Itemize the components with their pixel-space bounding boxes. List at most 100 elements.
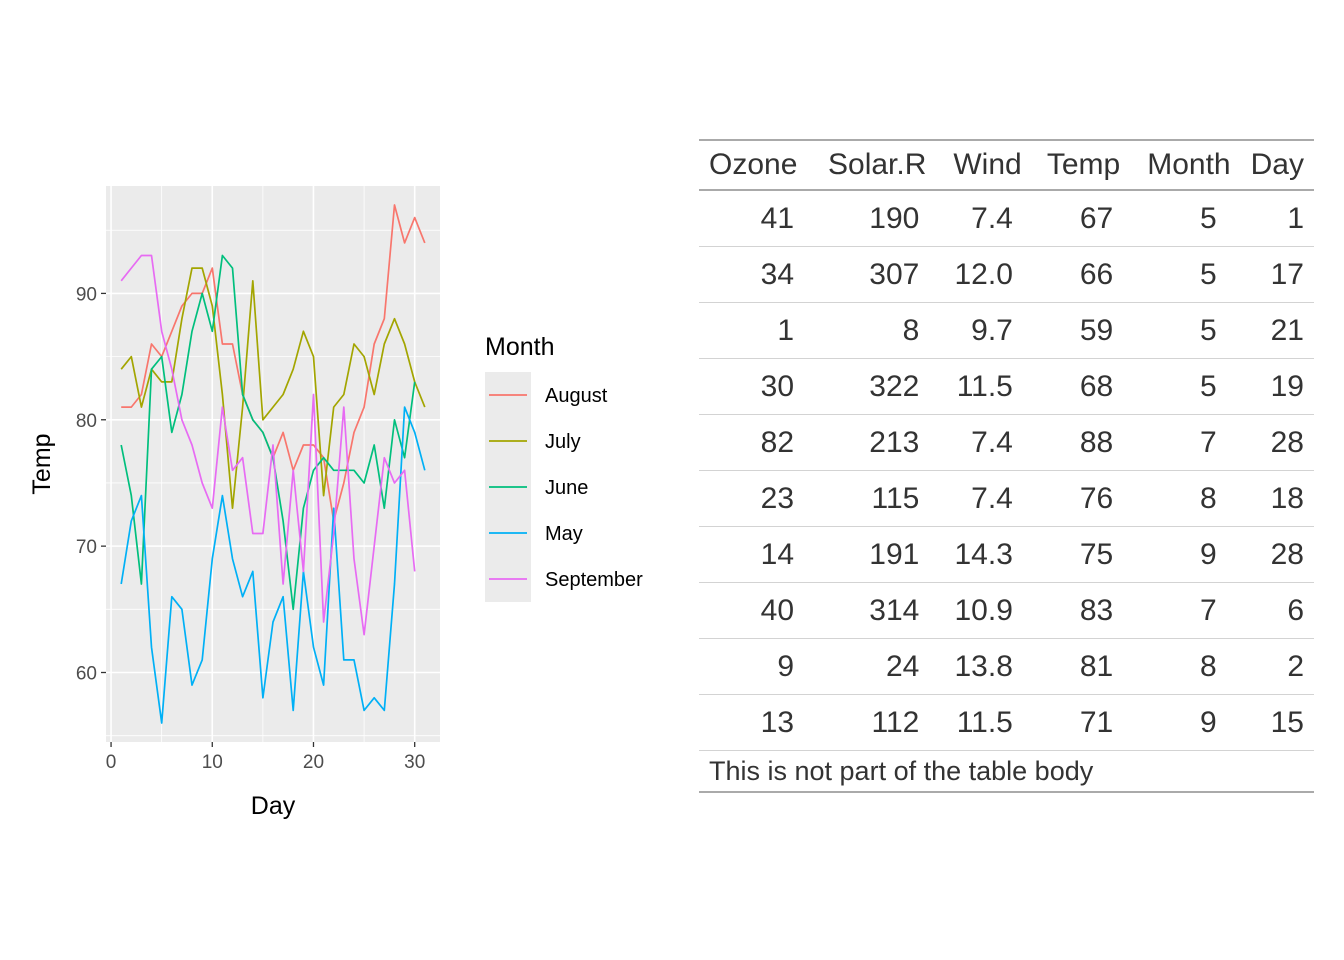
x-tick-label: 10 (202, 752, 223, 773)
table-cell: 5 (1127, 302, 1231, 359)
table-cell: 7.4 (933, 470, 1027, 527)
y-tick-label: 70 (76, 537, 97, 558)
table-cell: 66 (1026, 246, 1128, 303)
column-header: Ozone (699, 139, 809, 191)
table-cell: 71 (1026, 694, 1128, 751)
table-cell: 59 (1026, 302, 1128, 359)
table-cell: 10.9 (933, 582, 1027, 639)
legend-label: June (545, 477, 588, 499)
legend-label: July (545, 431, 581, 453)
y-tick-label: 90 (76, 284, 97, 305)
x-axis-title: Day (251, 792, 296, 820)
table-cell: 67 (1026, 190, 1128, 247)
column-header: Day (1230, 139, 1314, 191)
table-cell: 88 (1026, 414, 1128, 471)
table-cell: 7 (1127, 582, 1231, 639)
table-cell: 7 (1127, 414, 1231, 471)
table-cell: 5 (1127, 190, 1231, 247)
table-cell: 12.0 (933, 246, 1027, 303)
table-row: 1 8 9.7 59 5 21 (699, 302, 1314, 359)
series-line-july (120, 267, 426, 510)
data-table: Ozone Solar.R Wind Temp Month Day 41 190 7… (699, 139, 1314, 793)
legend-title: Month (485, 333, 554, 361)
y-tick-label: 80 (76, 411, 97, 432)
table-row: 34 307 12.0 66 5 17 (699, 246, 1314, 303)
table-cell: 112 (808, 694, 934, 751)
table-cell: 314 (808, 582, 934, 639)
x-tick-label: 30 (404, 752, 425, 773)
table-header-row: Ozone Solar.R Wind Temp Month Day (699, 139, 1314, 191)
legend-label: September (545, 569, 643, 591)
column-header: Temp (1026, 139, 1128, 191)
table-cell: 28 (1230, 526, 1314, 583)
table-cell: 213 (808, 414, 934, 471)
table-cell: 9 (1127, 694, 1231, 751)
table-cell: 2 (1230, 638, 1314, 695)
table-row: 41 190 7.4 67 5 1 (699, 190, 1314, 247)
table-cell: 5 (1127, 358, 1231, 415)
table-cell: 81 (1026, 638, 1128, 695)
table-row: 23 115 7.4 76 8 18 (699, 470, 1314, 527)
table-row: 9 24 13.8 81 8 2 (699, 638, 1314, 695)
table-cell: 307 (808, 246, 934, 303)
table-cell: 13 (699, 694, 809, 751)
table-cell: 82 (699, 414, 809, 471)
table-cell: 28 (1230, 414, 1314, 471)
table-cell: 30 (699, 358, 809, 415)
table-cell: 14.3 (933, 526, 1027, 583)
table-footnote: This is not part of the table body (699, 750, 1314, 793)
table-cell: 1 (1230, 190, 1314, 247)
table-cell: 23 (699, 470, 809, 527)
table-cell: 7.4 (933, 190, 1027, 247)
legend-label: August (545, 385, 608, 407)
table-row: 14 191 14.3 75 9 28 (699, 526, 1314, 583)
table-cell: 322 (808, 358, 934, 415)
column-header: Month (1127, 139, 1231, 191)
x-tick-label: 20 (303, 752, 324, 773)
table-cell: 68 (1026, 358, 1128, 415)
column-header: Solar.R (808, 139, 934, 191)
table-cell: 1 (699, 302, 809, 359)
table-cell: 7.4 (933, 414, 1027, 471)
table-cell: 34 (699, 246, 809, 303)
table-cell: 75 (1026, 526, 1128, 583)
table-row: 30 322 11.5 68 5 19 (699, 358, 1314, 415)
table-cell: 17 (1230, 246, 1314, 303)
table-cell: 11.5 (933, 694, 1027, 751)
table-cell: 8 (808, 302, 934, 359)
table-cell: 15 (1230, 694, 1314, 751)
table-footnote-row: This is not part of the table body (699, 750, 1314, 793)
series-line-september (120, 254, 416, 636)
table-cell: 21 (1230, 302, 1314, 359)
table-cell: 115 (808, 470, 934, 527)
table-cell: 191 (808, 526, 934, 583)
table-row: 13 112 11.5 71 9 15 (699, 694, 1314, 751)
table-cell: 8 (1127, 638, 1231, 695)
table-cell: 6 (1230, 582, 1314, 639)
table-row: 82 213 7.4 88 7 28 (699, 414, 1314, 471)
table-cell: 190 (808, 190, 934, 247)
table-cell: 9 (699, 638, 809, 695)
table-cell: 5 (1127, 246, 1231, 303)
table-cell: 8 (1127, 470, 1231, 527)
table-cell: 9 (1127, 526, 1231, 583)
series-line-may (120, 406, 426, 724)
legend-label: May (545, 523, 583, 545)
table-cell: 14 (699, 526, 809, 583)
x-tick-label: 0 (106, 752, 117, 773)
table-cell: 18 (1230, 470, 1314, 527)
series-line-june (120, 254, 416, 611)
table-cell: 41 (699, 190, 809, 247)
table-cell: 40 (699, 582, 809, 639)
table-cell: 83 (1026, 582, 1128, 639)
table-cell: 13.8 (933, 638, 1027, 695)
y-tick-label: 60 (76, 664, 97, 685)
table-cell: 24 (808, 638, 934, 695)
table-body: 41 190 7.4 67 5 1 34 307 12.0 66 5 17 1 8 9.7 59 5 21 30 32… (699, 190, 1314, 751)
table-cell: 11.5 (933, 358, 1027, 415)
table-cell: 76 (1026, 470, 1128, 527)
line-chart: 0 10 20 30 60 70 80 90 Day Temp Month August July Jun… (28, 186, 643, 820)
column-header: Wind (933, 139, 1027, 191)
table-row: 40 314 10.9 83 7 6 (699, 582, 1314, 639)
y-axis-title: Temp (28, 433, 56, 494)
